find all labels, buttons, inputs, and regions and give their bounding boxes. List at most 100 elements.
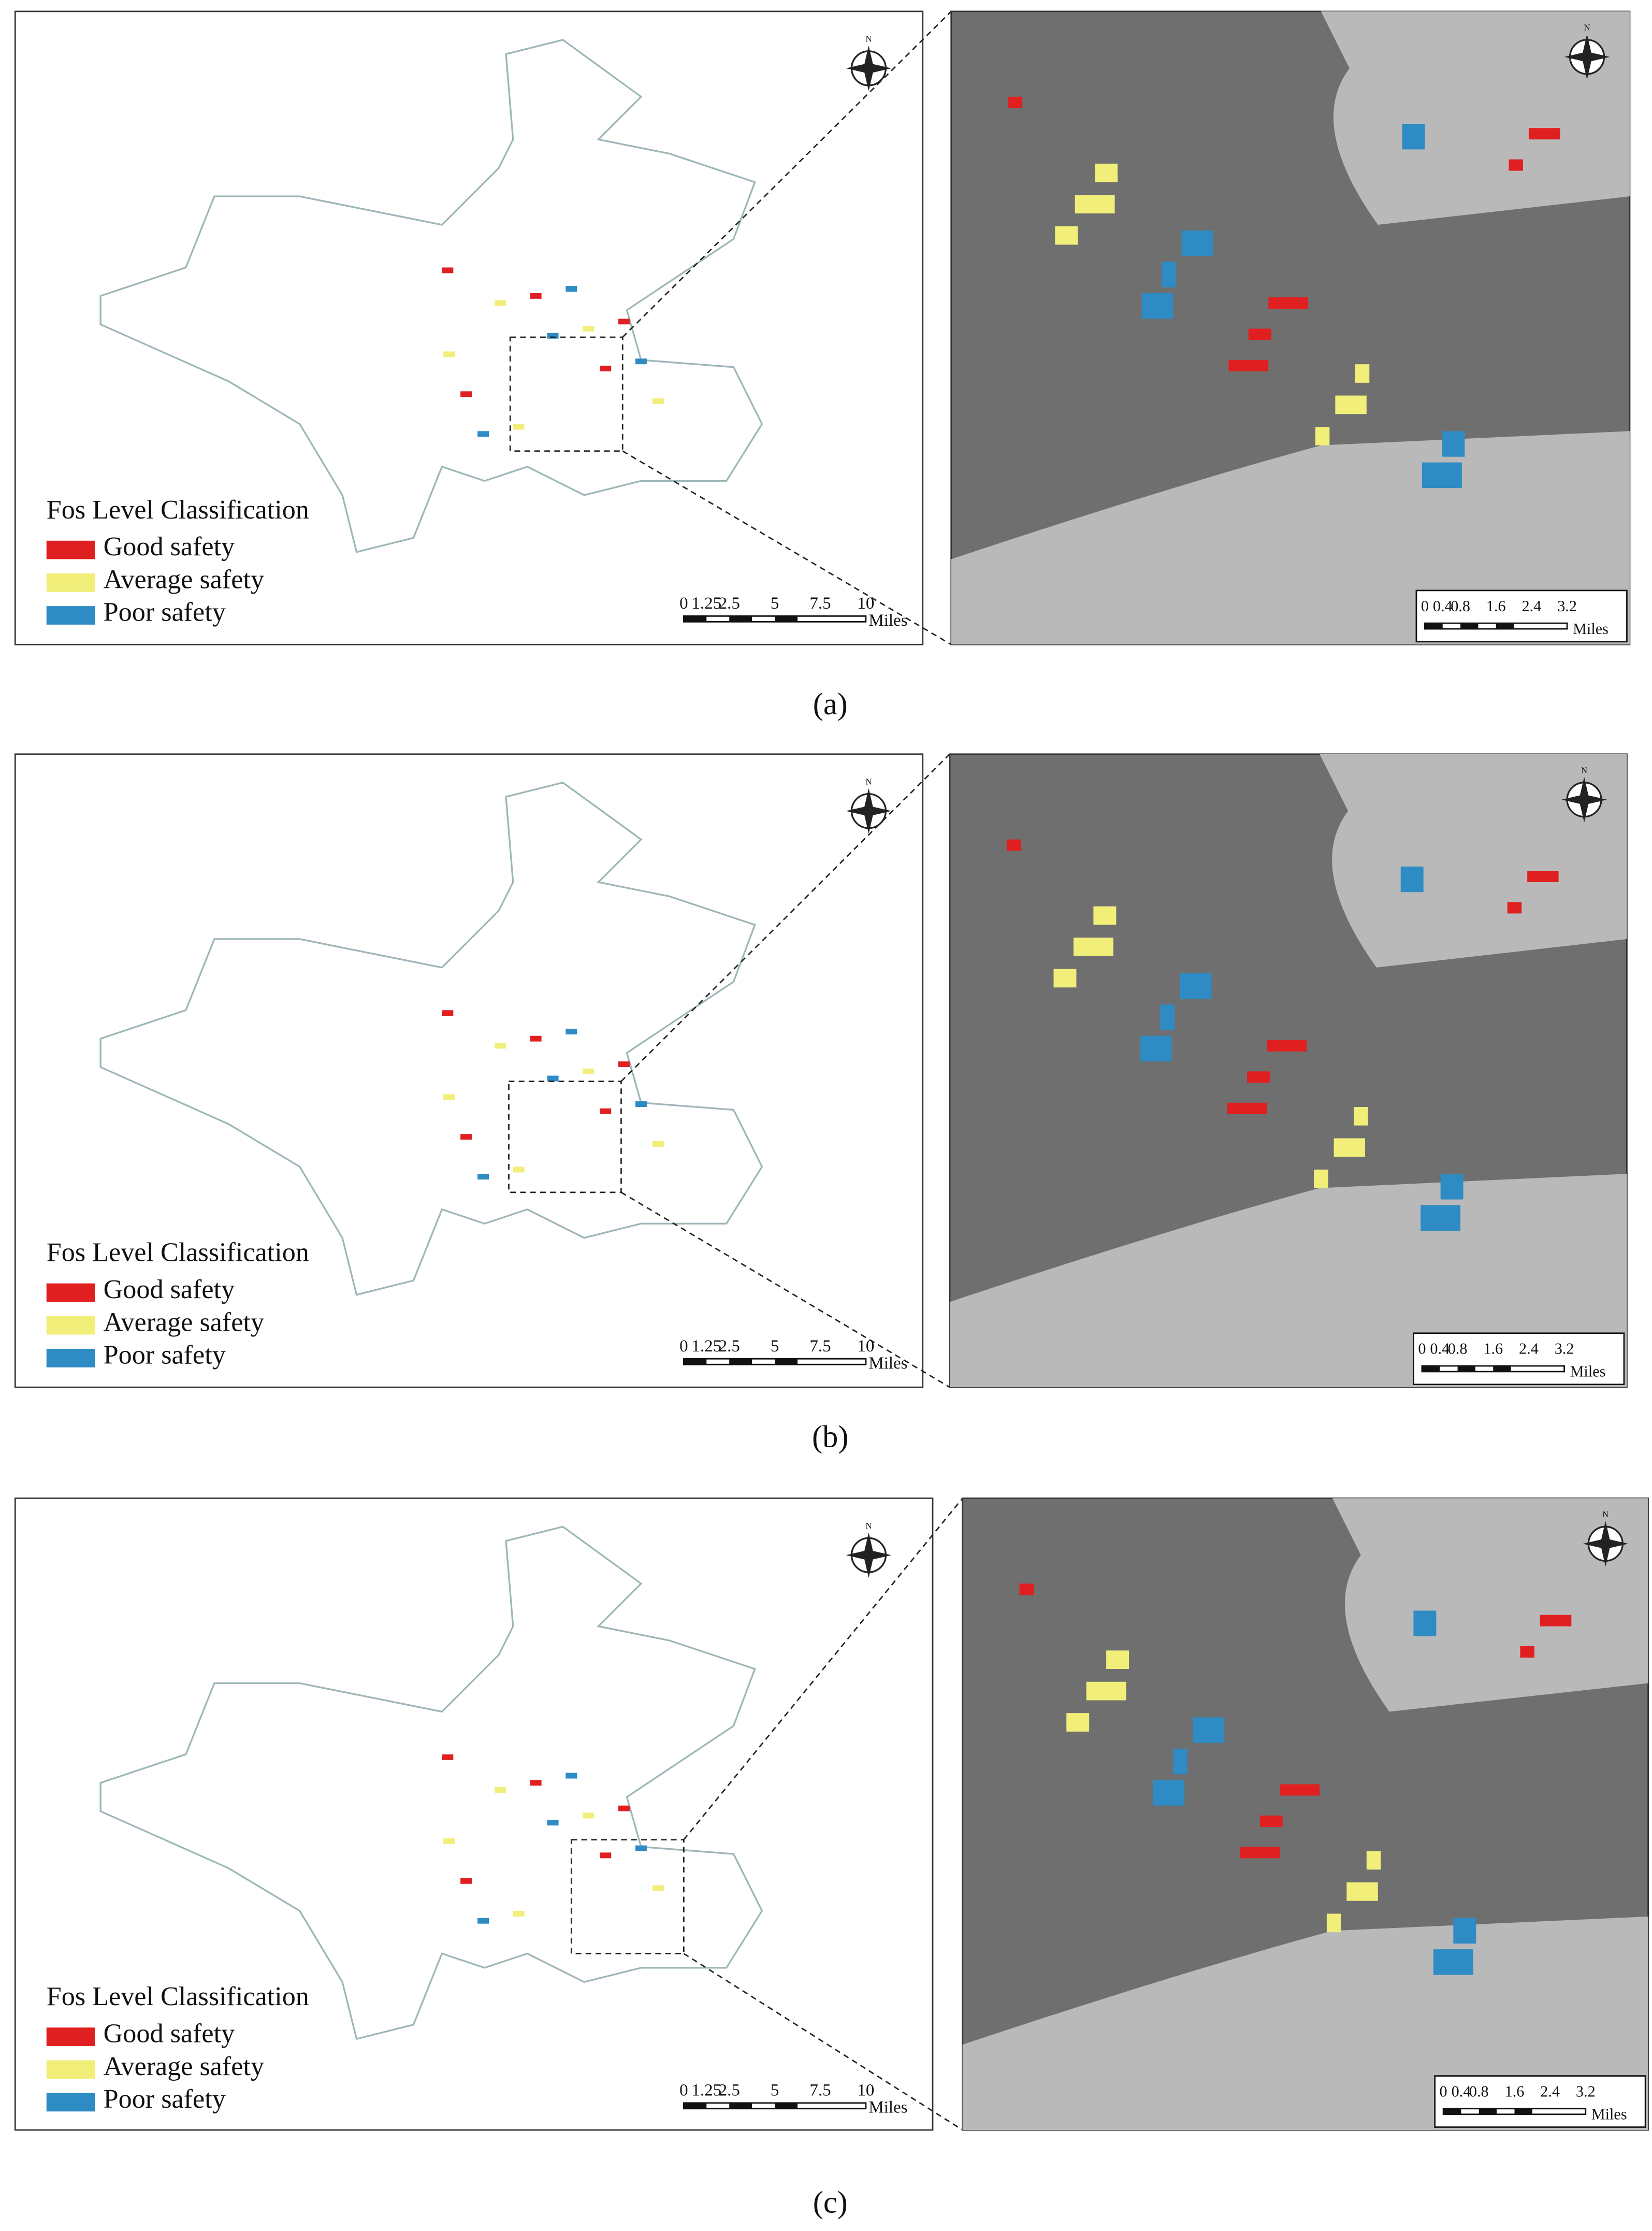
inset-scale-segment	[1425, 623, 1443, 629]
map-patch	[494, 1787, 506, 1793]
compass-star	[846, 45, 892, 91]
inset-patch	[1366, 1851, 1381, 1870]
scale-bar-segment	[775, 2103, 798, 2109]
legend-label: Good safety	[104, 1275, 235, 1304]
map-patch	[530, 1035, 542, 1042]
inset-patch	[1247, 1071, 1270, 1083]
inset-scale-box	[1434, 2075, 1646, 2128]
caption: (b)	[812, 1420, 848, 1455]
inset-scale-segment	[1460, 623, 1479, 629]
map-patch	[442, 1010, 454, 1016]
legend-swatch	[46, 2027, 95, 2046]
inset-patch	[1280, 1784, 1320, 1796]
zoom-leader	[683, 1953, 963, 2131]
region-outline	[99, 781, 763, 1296]
scale-bar-segment	[729, 616, 752, 622]
compass-star	[1561, 776, 1607, 823]
inset-scale-tick-label: 0.8	[1448, 1340, 1468, 1358]
inset-scale-tick-label: 0.4	[1433, 597, 1453, 615]
inset-patch	[1402, 123, 1425, 150]
map-patch	[442, 267, 454, 274]
scale-tick-label: 5	[771, 2081, 779, 2099]
scale-bar-segment	[729, 2103, 752, 2109]
inset-scale-tick-label: 0.8	[1469, 2082, 1489, 2100]
scale-bar-segment	[684, 1359, 707, 1365]
caption: (c)	[813, 2185, 848, 2220]
inset-patch	[1433, 1949, 1473, 1975]
map-patch	[513, 1167, 525, 1173]
map-patch	[530, 1780, 542, 1786]
map-patch	[652, 1141, 664, 1147]
map-patch	[443, 1094, 455, 1100]
water	[1332, 1498, 1648, 1712]
inset-patch	[1354, 1107, 1368, 1126]
north-label: N	[1584, 23, 1590, 33]
map-patch	[443, 351, 455, 357]
inset-patch	[1520, 1646, 1534, 1658]
scale-bar-segment	[729, 1359, 752, 1365]
inset-patch	[1075, 195, 1115, 214]
inset-patch	[1228, 359, 1269, 371]
map-patch	[600, 365, 612, 371]
inset-scale-box	[1413, 1332, 1625, 1386]
inset-scale-tick-label: 1.6	[1486, 597, 1506, 615]
inset-scale-tick-label: 0	[1440, 2082, 1447, 2100]
inset-scale-tick-label: 0.4	[1452, 2082, 1471, 2100]
legend-swatch	[46, 573, 95, 592]
inset-patch	[1180, 973, 1212, 999]
caption: (a)	[813, 687, 848, 722]
scale-tick-label: 10	[857, 1337, 874, 1356]
inset-scale-tick-label: 3.2	[1555, 1340, 1574, 1358]
inset-patch	[1008, 96, 1023, 108]
map-patch	[652, 1885, 664, 1891]
scale-bar-segment	[684, 2103, 707, 2109]
scale-bar-segment	[775, 616, 798, 622]
inset-scale-tick-label: 3.2	[1576, 2082, 1596, 2100]
scale-tick-label: 2.5	[719, 2081, 740, 2099]
map-patch	[547, 333, 559, 339]
scale-tick-label: 7.5	[809, 2081, 831, 2099]
water	[1320, 754, 1627, 968]
map-patch	[583, 326, 595, 332]
inset-patch	[1006, 839, 1021, 851]
region-outline	[99, 39, 763, 553]
scale-tick-label: 5	[771, 1337, 779, 1356]
compass-star	[1583, 1521, 1629, 1567]
inset-patch	[1240, 1847, 1280, 1859]
inset-patch	[1227, 1102, 1267, 1114]
inset-patch	[1268, 297, 1309, 309]
inset-scale-segment	[1496, 623, 1514, 629]
map-patch	[460, 1134, 472, 1140]
inset-scale-segment	[1514, 2108, 1532, 2114]
inset-scale-segment	[1443, 2108, 1461, 2114]
inset-scale-tick-label: 0.8	[1451, 597, 1470, 615]
inset-scale-unit: Miles	[1570, 1363, 1606, 1380]
inset-patch	[1421, 1205, 1461, 1231]
north-label: N	[1581, 766, 1587, 775]
scale-tick-label: 7.5	[809, 594, 831, 613]
inset-patch	[1267, 1040, 1307, 1052]
map-patch	[477, 1918, 489, 1924]
inset-patch	[1346, 1882, 1378, 1901]
legend-label: Average safety	[104, 2052, 264, 2081]
inset-patch	[1400, 866, 1424, 893]
inset-patch	[1066, 1713, 1090, 1732]
scale-unit: Miles	[868, 2098, 907, 2117]
inset-patch	[1141, 293, 1173, 319]
inset-scale-tick-label: 0	[1421, 597, 1429, 615]
legend-title: Fos Level Classification	[47, 1238, 309, 1268]
inset-scale-segment	[1457, 1365, 1475, 1372]
legend-label: Average safety	[104, 1307, 264, 1337]
inset-scale-tick-label: 1.6	[1483, 1340, 1503, 1358]
north-label: N	[1602, 1509, 1608, 1519]
legend-swatch	[46, 2093, 95, 2112]
map-patch	[494, 300, 506, 306]
map-patch	[442, 1754, 454, 1760]
zoom-leader	[622, 10, 952, 338]
map-patch	[600, 1108, 612, 1114]
zoom-leader	[683, 1498, 963, 1840]
map-patch	[530, 293, 542, 299]
inset-scale-tick-label: 2.4	[1540, 2082, 1560, 2100]
compass-star	[846, 1532, 892, 1578]
